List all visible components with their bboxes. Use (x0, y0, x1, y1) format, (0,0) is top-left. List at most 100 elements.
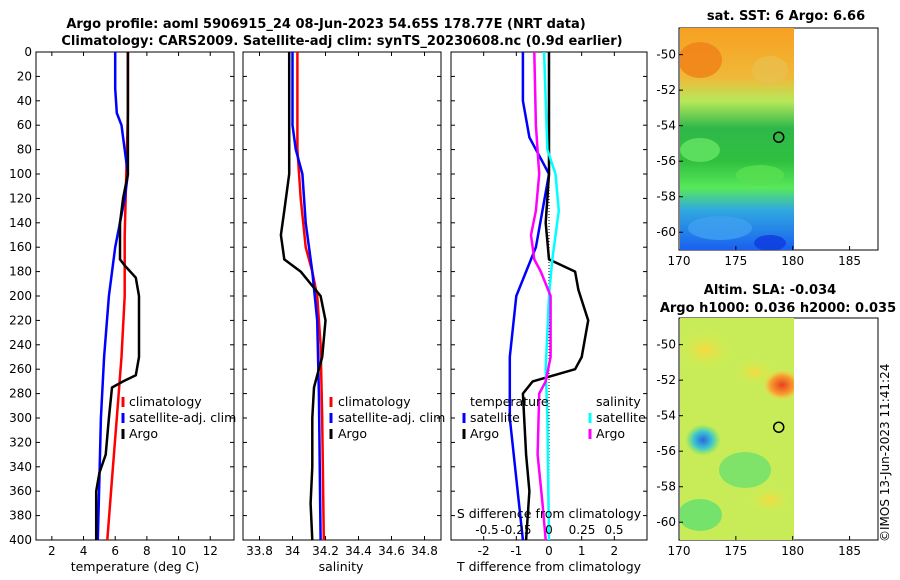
sst-cold-patch (754, 235, 786, 250)
x-tick-label: 34.8 (411, 544, 438, 558)
y-tick-label: 100 (9, 167, 32, 181)
series-line-temperature-satellite (508, 52, 551, 541)
x-tick-label: 34.6 (378, 544, 405, 558)
y-tick-label: 200 (9, 289, 32, 303)
sst-warm-patch (680, 42, 722, 78)
imos-timestamp: ©IMOS 13-Jun-2023 11:41:24 (878, 364, 892, 542)
legend-salinity-title: salinity (596, 394, 641, 409)
y-tick-label: 80 (17, 143, 32, 157)
y-tick-label: 300 (9, 411, 32, 425)
sst-cool-patch (680, 138, 720, 162)
map-x-tick-label: 185 (838, 544, 861, 558)
map-x-tick-label: 175 (724, 254, 747, 268)
temperature-panel: 0 20 40 60 80 100 120 140 160 180 200 220 240 260 280 3… (9, 45, 236, 574)
legend-argo-label: Argo (338, 426, 367, 441)
x-tick-label: 2 (611, 544, 619, 558)
x-tick-label: -1 (510, 544, 522, 558)
argo-location-marker (772, 421, 785, 433)
x-tick-label: 4 (80, 544, 88, 558)
y-tick-label: 360 (9, 484, 32, 498)
difference-legend: temperature satellite Argo salinity sate… (462, 394, 646, 441)
difference-x2label: S difference from climatology (457, 506, 642, 521)
map-y-tick-label: -50 (656, 338, 676, 352)
salinity-panel: 33.8 34 34.2 34.4 34.6 34.8 salinity climatol… (242, 51, 445, 574)
sst-field (680, 28, 794, 250)
legend-climatology-label: climatology (129, 394, 202, 409)
map-x-tick-label: 180 (781, 254, 804, 268)
map-y-tick-label: -60 (656, 225, 676, 239)
x-tick-label: 0 (545, 544, 553, 558)
x-tick-label: 2 (48, 544, 56, 558)
x-tick-label: 34 (285, 544, 300, 558)
map-y-tick-label: -60 (656, 515, 676, 529)
salinity-axes-box (242, 51, 442, 541)
series-line-argo (279, 52, 327, 541)
y-tick-label: 120 (9, 191, 32, 205)
sst-map-panel: sat. SST: 6 Argo: 6.66 170 175 180 185 -50 -… (656, 9, 879, 268)
map-y-tick-label: -50 (656, 48, 676, 62)
map-y-tick-label: -56 (656, 444, 676, 458)
sst-cold-patch (688, 216, 752, 240)
series-line-temperature-argo (521, 52, 590, 541)
map-x-tick-label: 185 (838, 254, 861, 268)
x-tick-label: 34.2 (312, 544, 339, 558)
map-y-tick-label: -54 (656, 409, 676, 423)
legend-temp-argo-label: Argo (470, 426, 499, 441)
y-tick-label: 40 (17, 94, 32, 108)
x2-tick-label: -0.25 (500, 523, 531, 537)
map-y-tick-label: -58 (656, 480, 676, 494)
difference-xlabel: T difference from climatology (456, 559, 642, 574)
salinity-legend: climatology satellite-adj. clim Argo (329, 394, 445, 441)
legend-satellite-label: satellite-adj. clim (129, 410, 236, 425)
x2-tick-label: -0.5 (475, 523, 498, 537)
temperature-axes-box (35, 51, 235, 541)
y-tick-label: 340 (9, 460, 32, 474)
figure-title: Argo profile: aoml 5906915_24 08-Jun-202… (66, 17, 585, 32)
figure-subtitle: Climatology: CARS2009. Satellite-adj cli… (61, 34, 622, 49)
temperature-xlabel: temperature (deg C) (71, 559, 200, 574)
x-tick-label: -2 (478, 544, 490, 558)
x2-tick-label: 0 (545, 523, 553, 537)
y-tick-label: 60 (17, 118, 32, 132)
sla-map-panel: Altim. SLA: -0.034 Argo h1000: 0.036 h20… (656, 283, 896, 558)
x-tick-label: 34.4 (345, 544, 372, 558)
y-tick-label: 140 (9, 216, 32, 230)
y-tick-label: 0 (24, 45, 32, 59)
x-tick-label: 6 (111, 544, 119, 558)
argo-location-marker (772, 131, 785, 143)
y-tick-label: 280 (9, 387, 32, 401)
legend-climatology-label: climatology (338, 394, 411, 409)
sla-positive-patch (748, 486, 792, 514)
x-tick-label: 10 (171, 544, 186, 558)
sst-cool-patch (736, 165, 784, 185)
y-tick-label: 220 (9, 313, 32, 327)
legend-temp-satellite-label: satellite (470, 410, 520, 425)
sla-negative-patch (719, 452, 771, 488)
x2-tick-label: 0.25 (569, 523, 596, 537)
y-tick-label: 160 (9, 240, 32, 254)
map-y-tick-label: -56 (656, 154, 676, 168)
difference-panel: -2 -1 0 1 2 T difference from climatology S … (450, 51, 648, 574)
y-tick-label: 380 (9, 509, 32, 523)
legend-satellite-label: satellite-adj. clim (338, 410, 445, 425)
sst-warm-patch (752, 56, 788, 84)
x2-tick-label: 0.5 (604, 523, 623, 537)
y-tick-label: 320 (9, 435, 32, 449)
map-x-tick-label: 180 (781, 544, 804, 558)
x-tick-label: 12 (203, 544, 218, 558)
sst-map-title: sat. SST: 6 Argo: 6.66 (707, 9, 865, 24)
map-y-tick-label: -52 (656, 373, 676, 387)
sla-map-title: Altim. SLA: -0.034 (704, 283, 836, 298)
x-tick-label: 33.8 (246, 544, 273, 558)
map-x-tick-label: 175 (724, 544, 747, 558)
sla-positive-patch (733, 358, 777, 386)
legend-sal-argo-label: Argo (596, 426, 625, 441)
x-tick-label: 8 (143, 544, 151, 558)
sla-positive-patch (680, 328, 735, 372)
y-tick-label: 260 (9, 362, 32, 376)
map-x-tick-label: 170 (668, 254, 691, 268)
sla-field (680, 318, 794, 540)
series-line-salinity-satellite (542, 51, 561, 541)
sla-negative-patch (685, 424, 721, 456)
